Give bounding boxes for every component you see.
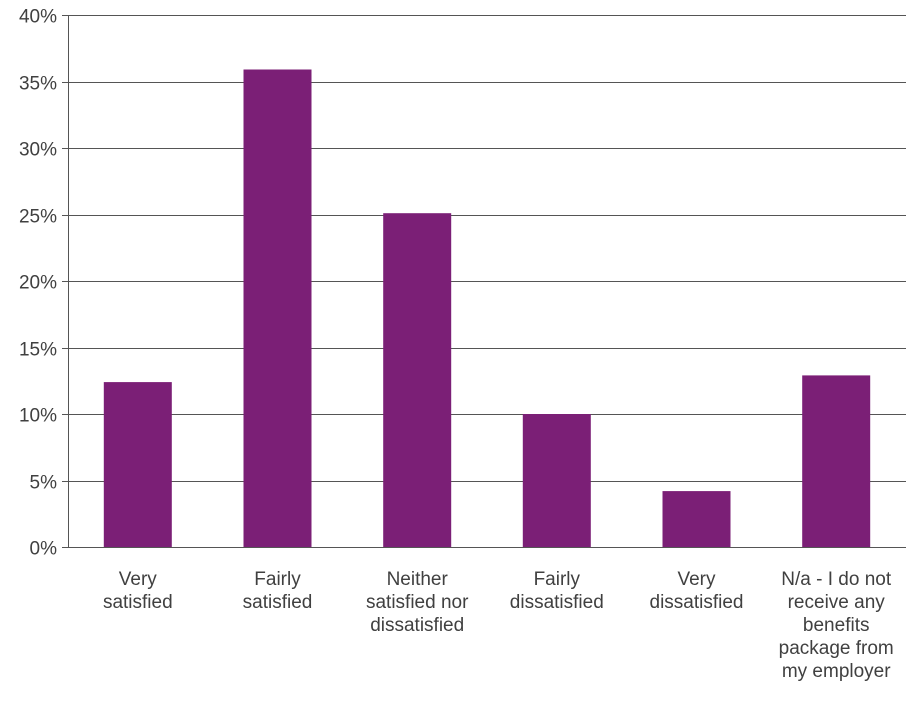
x-category-label-line: N/a - I do not: [781, 569, 892, 590]
axes: [62, 15, 906, 548]
y-tick-label: 25%: [19, 207, 57, 228]
bars: [103, 69, 871, 547]
x-category-label-line: receive any: [788, 592, 886, 613]
y-tick-label: 5%: [30, 473, 58, 494]
x-category-label-line: satisfied: [243, 592, 313, 613]
x-category-label-line: dissatisfied: [370, 615, 464, 636]
x-category-label-line: dissatisfied: [650, 592, 744, 613]
x-category-label: N/a - I do not receive any benefits package…: [779, 569, 894, 682]
x-category-label: Very satisfied: [103, 569, 173, 613]
y-tick-label: 10%: [19, 406, 57, 427]
x-category-label-line: satisfied: [103, 592, 173, 613]
x-category-label-line: satisfied nor: [366, 592, 469, 613]
x-category-label-line: dissatisfied: [510, 592, 604, 613]
y-tick-label: 15%: [19, 340, 57, 361]
y-tick-label: 35%: [19, 74, 57, 95]
x-category-label-line: Neither: [387, 569, 449, 590]
bar: [383, 213, 452, 547]
y-tick-label: 30%: [19, 140, 57, 161]
y-tick-labels: 0% 5% 10% 15% 20% 25% 30% 35% 40%: [19, 7, 57, 560]
bar: [802, 375, 871, 547]
bar: [103, 382, 172, 547]
y-tick-label: 20%: [19, 273, 57, 294]
x-category-label: Neither satisfied nor dissatisfied: [366, 569, 469, 636]
bar: [662, 491, 731, 547]
x-category-label: Very dissatisfied: [650, 569, 744, 613]
x-category-label: Fairly satisfied: [243, 569, 313, 613]
x-category-label-line: Very: [119, 569, 158, 590]
y-tick-label: 0%: [30, 539, 58, 560]
x-category-label-line: package from: [779, 638, 894, 659]
x-category-label-line: Fairly: [254, 569, 301, 590]
y-tick-label: 40%: [19, 7, 57, 28]
x-category-label-line: my employer: [782, 661, 891, 682]
x-category-label-line: benefits: [803, 615, 870, 636]
bar: [522, 414, 591, 547]
x-category-label: Fairly dissatisfied: [510, 569, 604, 613]
bar: [243, 69, 312, 547]
x-category-label-line: Very: [677, 569, 716, 590]
x-category-label-line: Fairly: [534, 569, 581, 590]
gridlines: [68, 15, 906, 482]
